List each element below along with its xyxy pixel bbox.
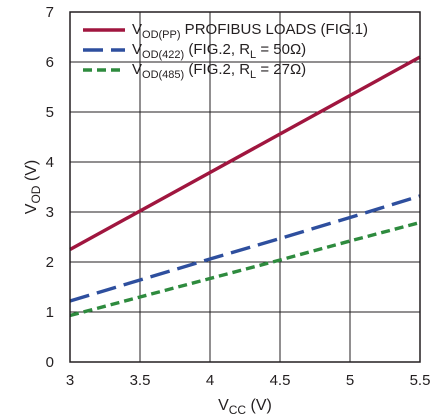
y-tick-label: 2 — [46, 254, 54, 271]
x-tick-label: 3 — [66, 372, 74, 389]
x-tick-label: 5.5 — [410, 372, 431, 389]
legend-label-3: VOD(485)​ (FIG.2, RL​ = 27Ω) — [132, 61, 306, 81]
x-tick-label: 4.5 — [270, 372, 291, 389]
y-tick-label: 6 — [46, 54, 54, 71]
y-tick-label: 7 — [46, 4, 54, 21]
y-tick-label: 3 — [46, 204, 54, 221]
series-line-2 — [69, 194, 421, 303]
x-tick-label: 3.5 — [130, 372, 151, 389]
tick-labels: 3 3.5 4 4.5 5 5.5 0 1 2 3 4 5 6 7 — [46, 4, 431, 389]
y-tick-label: 5 — [46, 104, 54, 121]
y-tick-label: 1 — [46, 304, 54, 321]
y-tick-label: 4 — [46, 154, 54, 171]
x-tick-label: 4 — [206, 372, 214, 389]
y-axis-title: VOD (V) — [23, 160, 43, 214]
legend-label-2: VOD(422)​ (FIG.2, RL​ = 50Ω) — [132, 41, 306, 61]
series-line-3 — [69, 220, 421, 318]
grid — [70, 12, 420, 362]
plot-frame — [69, 11, 421, 363]
x-axis-title: VCC (V) — [218, 397, 272, 417]
legend-label-1: VOD(PP)​ PROFIBUS LOADS (FIG.1) — [132, 21, 368, 41]
series-line-1 — [69, 55, 421, 251]
x-tick-label: 5 — [346, 372, 354, 389]
y-tick-label: 0 — [46, 354, 54, 371]
legend: VOD(PP)​ PROFIBUS LOADS (FIG.1)VOD(422)​… — [83, 21, 368, 81]
plot-lines — [69, 55, 421, 318]
